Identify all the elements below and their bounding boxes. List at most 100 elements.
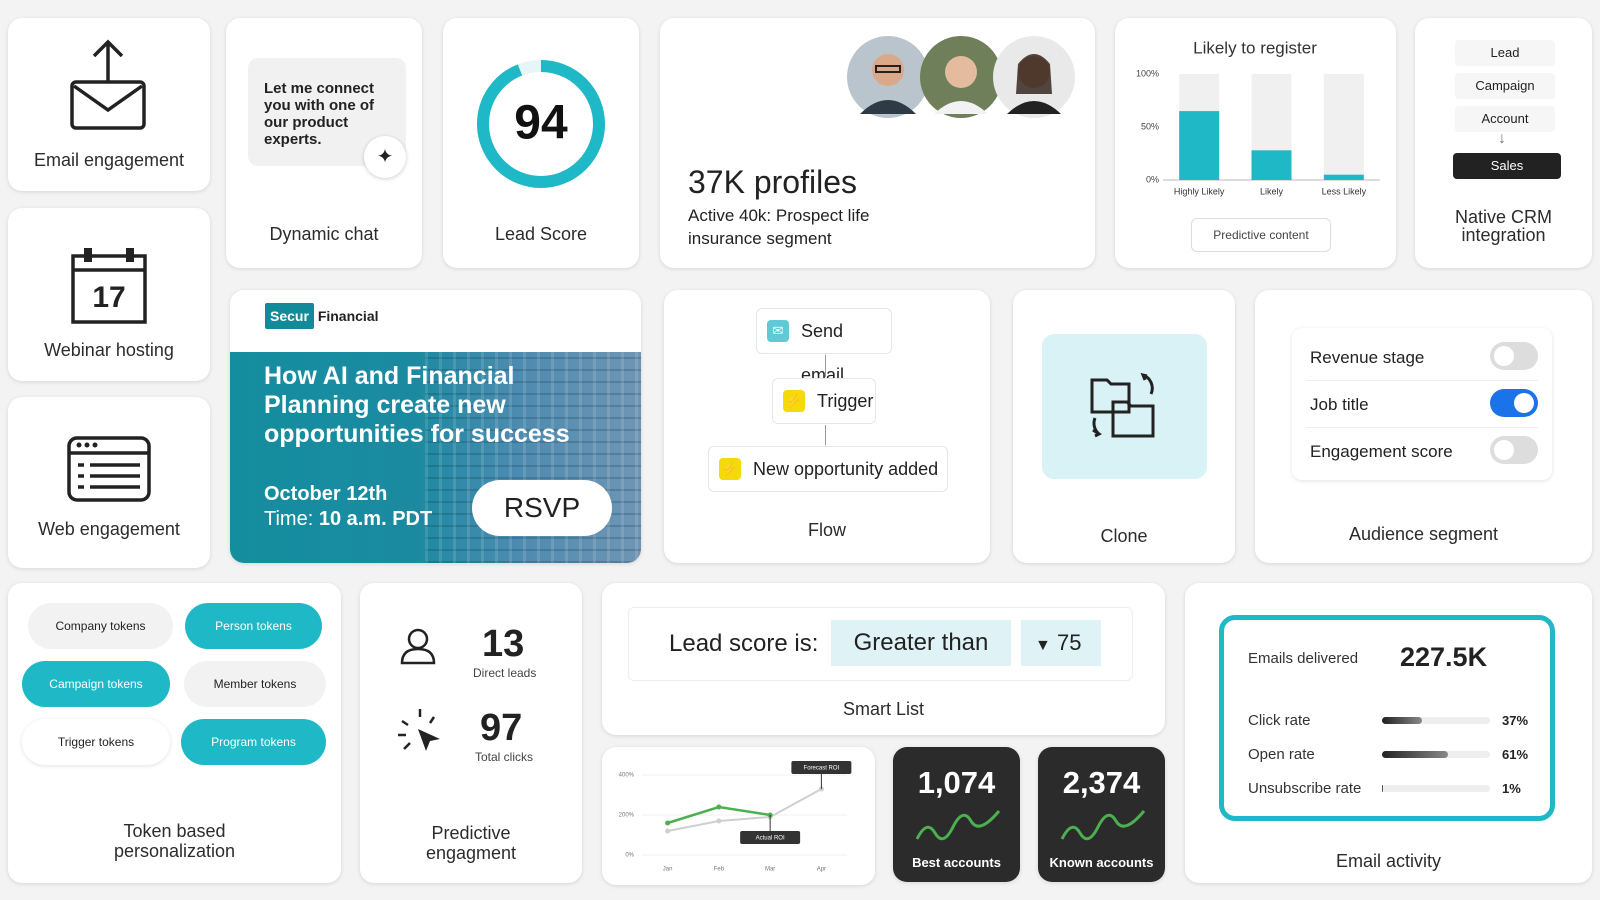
crm-item: Campaign (1455, 73, 1555, 99)
point (665, 820, 671, 826)
connector (825, 355, 826, 377)
flow-step: ✉ Send email (756, 308, 892, 385)
rate-bar (1382, 785, 1384, 792)
arrow-icon: ↓ (1498, 130, 1506, 147)
avatar (920, 36, 1002, 118)
x-tick-label: Likely (1260, 186, 1284, 196)
profiles-headline: 37K profiles (688, 164, 857, 200)
y-tick-label: 400% (619, 773, 635, 779)
rule-prefix: Lead score is: (669, 630, 819, 657)
sparkline (915, 810, 1001, 841)
audience-card: Revenue stage Job title Engagement score A… (1255, 290, 1592, 563)
lead-score-card: 94 Lead Score (443, 18, 639, 268)
token-label: Person tokens (215, 619, 292, 633)
bar-chart: Likely to register 0% 50% 100% Highly Likel… (1136, 38, 1380, 196)
operator-select[interactable]: Greater than (831, 620, 1011, 666)
point (716, 818, 722, 824)
crm-item: Account (1455, 106, 1555, 132)
activity-panel: Emails delivered 227.5K Click rate 37% Ope… (1219, 615, 1555, 821)
time-label: Time: (264, 508, 314, 530)
divider (1306, 380, 1538, 381)
rsvp-button[interactable]: RSVP (472, 480, 612, 536)
banner-date: October 12th (264, 483, 388, 505)
banner-time: Time: 10 a.m. PDT (264, 508, 432, 531)
brand-suffix: Financial (317, 308, 379, 324)
point (665, 828, 671, 834)
series-label: Actual ROI (756, 836, 785, 842)
token-label: Company tokens (55, 619, 146, 633)
step-label: New opportunity added (753, 459, 939, 479)
token-label: Member tokens (213, 677, 297, 691)
email-icon (70, 39, 146, 130)
rate-label: Open rate (1248, 746, 1315, 763)
y-tick-label: 50% (1141, 121, 1159, 131)
crm-item-label: Account (1481, 111, 1529, 126)
token-label: Campaign tokens (49, 677, 143, 691)
token-chip[interactable]: Trigger tokens (22, 719, 170, 765)
click-icon (398, 709, 440, 751)
rate-track (1382, 717, 1490, 724)
avatars (847, 36, 1075, 118)
email-activity-card: Emails delivered 227.5K Click rate 37% Ope… (1185, 583, 1592, 883)
account-count: 1,074 (917, 765, 996, 800)
banner-headline: How AI and Financial Planning create new… (264, 362, 570, 448)
crm-item: Lead (1455, 40, 1555, 66)
profiles-description: Active 40k: Prospect life insurance segm… (688, 206, 870, 248)
card-label: Email engagement (33, 150, 185, 170)
x-tick-label: Apr (817, 867, 826, 873)
direct-leads-label: Direct leads (473, 666, 537, 680)
smart-list-card: Lead score is: Greater than ▼ 75 Smart L… (602, 583, 1165, 735)
predictive-content-button[interactable]: Predictive content (1191, 218, 1331, 252)
token-label: Program tokens (211, 735, 296, 749)
connector (825, 425, 826, 445)
token-chip[interactable]: Campaign tokens (22, 661, 170, 707)
y-tick-label: 200% (619, 813, 635, 819)
toggle[interactable] (1490, 389, 1538, 417)
email-engagement-card: Email engagement (8, 18, 210, 191)
ring-arc (477, 60, 605, 188)
total-clicks-label: Total clicks (475, 750, 534, 764)
value-field[interactable]: ▼ 75 (1021, 620, 1101, 666)
rate-track (1382, 785, 1490, 792)
token-chip[interactable]: Member tokens (184, 661, 326, 707)
card-label: Dynamic chat (269, 224, 379, 244)
score-value: 94 (514, 97, 568, 150)
point (716, 804, 722, 810)
y-tick-label: 100% (1136, 68, 1159, 78)
web-engagement-card: Web engagement (8, 397, 210, 568)
field-label: Engagement score (1310, 442, 1453, 461)
toggle[interactable] (1490, 436, 1538, 464)
line-series (667, 788, 822, 832)
toggle[interactable] (1490, 342, 1538, 370)
rate-bar (1382, 717, 1422, 724)
account-label: Best accounts (912, 855, 1001, 870)
toggle-knob (1514, 393, 1534, 413)
card-label: Email activity (1335, 851, 1442, 871)
crm-item-active: Sales (1453, 153, 1561, 179)
clone-card: Clone (1013, 290, 1235, 563)
direct-leads-value: 13 (482, 623, 525, 665)
field-label: Revenue stage (1310, 348, 1425, 367)
step-icon: ⚡ (783, 390, 805, 412)
chat-bubble: Let me connect you with one of our produ… (248, 58, 406, 166)
series-label: Forecast ROI (804, 766, 840, 772)
token-chip[interactable]: Person tokens (185, 603, 322, 649)
token-chip[interactable]: Company tokens (28, 603, 173, 649)
card-label: Clone (1100, 526, 1148, 546)
time-value: 10 a.m. PDT (318, 508, 433, 530)
token-chip[interactable]: Program tokens (181, 719, 326, 765)
calendar-day: 17 (92, 281, 125, 314)
known-accounts-card: 2,374 Known accounts (1038, 747, 1165, 882)
y-tick-label: 0% (1146, 174, 1159, 184)
browser-icon (67, 436, 151, 502)
delivered-value: 227.5K (1400, 642, 1488, 672)
toggle-knob (1494, 346, 1514, 366)
toggle-knob (1494, 440, 1514, 460)
step-icon: ✉ (767, 320, 789, 342)
x-tick-label: Mar (765, 867, 775, 873)
profiles-card: 37K profiles Active 40k: Prospect life i… (660, 18, 1095, 268)
clone-tile (1042, 334, 1207, 479)
annotation-box (740, 831, 801, 844)
flow-card: ✉ Send email ⚡ Trigger ⚡ New opportunity adde… (664, 290, 990, 563)
card-label: Webinar hosting (44, 340, 174, 360)
